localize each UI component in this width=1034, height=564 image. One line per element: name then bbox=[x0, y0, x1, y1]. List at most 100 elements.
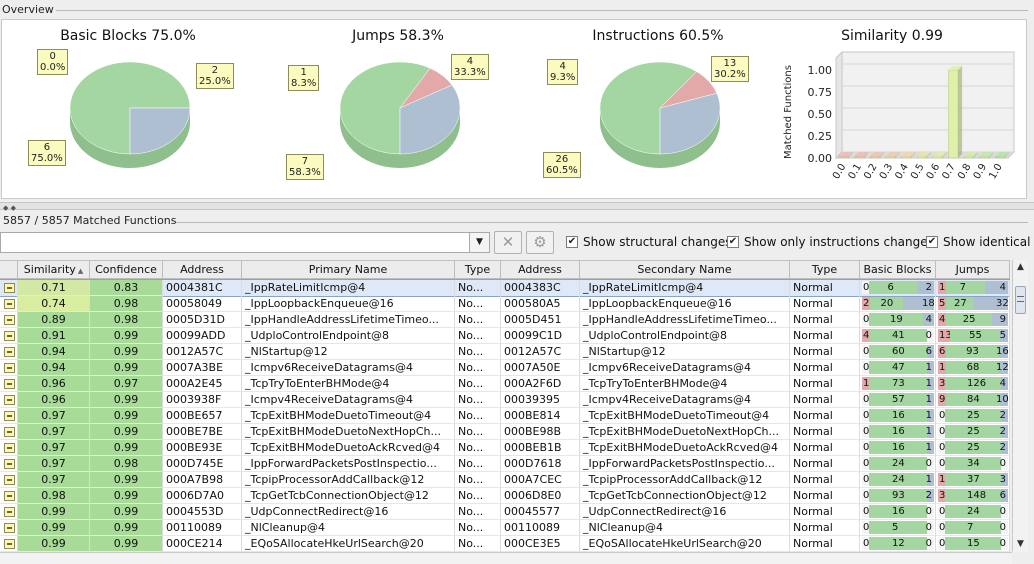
bar-count: 1 bbox=[925, 378, 932, 389]
column-header-similarity[interactable]: Similarity ▲ bbox=[18, 261, 90, 279]
table-row[interactable]: 0.97 0.99 000BE657 _TcpExitBHModeDuetoTimeo… bbox=[0, 408, 1010, 424]
scroll-thumb[interactable] bbox=[1015, 286, 1026, 314]
callout-percent: 58.3% bbox=[289, 167, 321, 178]
table-row[interactable]: 0.94 0.99 0012A57C _NlStartup@12 No... 0012A5… bbox=[0, 344, 1010, 360]
bar-count: 15 bbox=[967, 538, 980, 549]
column-header-secondary-name[interactable]: Secondary Name bbox=[580, 261, 790, 279]
callout-count: 6 bbox=[43, 142, 51, 153]
table-row[interactable]: 0.99 0.99 0004553D _UdpConnectRedirect@16 No… bbox=[0, 504, 1010, 520]
secondary-address-cell: 000A2F6D bbox=[501, 376, 580, 392]
table-row[interactable]: 0.74 0.98 00058049 _IppLoopbackEnqueue@16 No… bbox=[0, 296, 1010, 312]
x-tick-label: 1.0 bbox=[987, 162, 1004, 181]
similarity-cell: 0.97 bbox=[18, 440, 90, 456]
bar-count: 5 bbox=[892, 522, 899, 533]
table-row[interactable]: 0.98 0.99 0006D7A0 _TcpGetTcbConnectionObje… bbox=[0, 488, 1010, 504]
secondary-type-cell: Normal bbox=[790, 312, 860, 328]
column-header-primary-address[interactable]: Address bbox=[163, 261, 242, 279]
table-row[interactable]: 0.97 0.99 000BE7BE _TcpExitBHModeDuetoNextH… bbox=[0, 424, 1010, 440]
column-header-secondary-type[interactable]: Type bbox=[790, 261, 860, 279]
table-row[interactable]: 0.99 0.99 00110089 _NlCleanup@4 No... 0011008… bbox=[0, 520, 1010, 536]
bar-count: 9 bbox=[999, 314, 1006, 325]
table-row[interactable]: 0.97 0.99 000BE93E _TcpExitBHModeDuetoAckRc… bbox=[0, 440, 1010, 456]
show-instructions-changed-checkbox[interactable]: ✔ Show only instructions changed bbox=[727, 235, 935, 249]
function-match-icon bbox=[4, 523, 15, 533]
jumps-bar: 0 24 0 bbox=[936, 504, 1010, 520]
bar-segment-changed bbox=[938, 441, 945, 454]
primary-type-cell: No... bbox=[455, 392, 501, 408]
table-row[interactable]: 0.96 0.97 000A2E45 _TcpTryToEnterBHMode@4 No… bbox=[0, 376, 1010, 392]
primary-type-cell: No... bbox=[455, 456, 501, 472]
filter-settings-button[interactable]: ⚙ bbox=[526, 231, 554, 254]
bar-segment-matched bbox=[868, 521, 928, 534]
bar-segment-unmatched bbox=[927, 425, 934, 438]
scroll-down-arrow-icon[interactable]: ▼ bbox=[1017, 539, 1024, 549]
bar-count: 6 bbox=[939, 346, 946, 357]
bar-count: 9 bbox=[939, 394, 946, 405]
bar-count: 0 bbox=[863, 282, 870, 293]
similarity-cell: 0.96 bbox=[18, 392, 90, 408]
clear-filter-button[interactable]: ✕ bbox=[494, 231, 522, 254]
panel-splitter[interactable]: ◆ ◆ bbox=[0, 202, 1034, 212]
column-header-primary-name[interactable]: Primary Name bbox=[242, 261, 455, 279]
column-header-secondary-address[interactable]: Address bbox=[501, 261, 580, 279]
column-header-primary-type[interactable]: Type bbox=[455, 261, 501, 279]
table-row[interactable]: 0.96 0.99 0003938F _Icmpv4ReceiveDatagrams@… bbox=[0, 392, 1010, 408]
show-identical-checkbox[interactable]: ✔ Show identical bbox=[926, 235, 1030, 249]
scroll-up-arrow-icon[interactable]: ▲ bbox=[1017, 262, 1024, 272]
confidence-cell: 0.99 bbox=[90, 408, 163, 424]
pie-slice bbox=[339, 61, 431, 155]
checkbox-check-icon[interactable]: ✔ bbox=[727, 236, 739, 248]
vertical-scrollbar[interactable]: ▲ ▼ bbox=[1012, 260, 1028, 552]
secondary-address-cell: 000BEB1B bbox=[501, 440, 580, 456]
overview-divider bbox=[56, 10, 1028, 11]
bar-segment-matched bbox=[868, 489, 928, 502]
primary-name-cell: _UdpConnectRedirect@16 bbox=[242, 504, 455, 520]
primary-type-cell: No... bbox=[455, 360, 501, 376]
bar-count: 3 bbox=[939, 378, 946, 389]
table-row[interactable]: 0.71 0.83 0004381C _IppRateLimitIcmp@4 No...… bbox=[0, 279, 1010, 297]
primary-name-cell: _TcpExitBHModeDuetoTimeout@4 bbox=[242, 408, 455, 424]
y-tick-label: 0.00 bbox=[808, 152, 833, 165]
bar-segment-unmatched bbox=[926, 345, 934, 358]
row-indicator-cell bbox=[0, 392, 18, 408]
pie-slice-callout: 4 9.3% bbox=[547, 59, 579, 85]
column-header-icon[interactable] bbox=[0, 261, 18, 279]
filter-input[interactable] bbox=[0, 232, 470, 253]
secondary-address-cell: 00045577 bbox=[501, 504, 580, 520]
bar-count: 19 bbox=[889, 314, 903, 325]
bar-segment-unmatched bbox=[974, 297, 1008, 310]
secondary-type-cell: Normal bbox=[790, 472, 860, 488]
bar-count: 2 bbox=[999, 442, 1006, 453]
column-header-confidence[interactable]: Confidence bbox=[90, 261, 163, 279]
bar-segment-unmatched bbox=[998, 361, 1008, 374]
similarity-histogram: 0.00 0.25 0.50 0.75 1.00 Matched Functions 0.0… bbox=[783, 50, 1016, 181]
column-header-basic-blocks[interactable]: Basic Blocks bbox=[860, 261, 936, 279]
primary-address-cell: 000D745E bbox=[163, 456, 242, 472]
horizontal-scrollbar[interactable] bbox=[0, 552, 1012, 564]
secondary-address-cell: 00099C1D bbox=[501, 328, 580, 344]
splitter-grip-icon[interactable]: ◆ ◆ bbox=[3, 204, 16, 212]
bar-segment-changed bbox=[938, 521, 945, 534]
bar-count: 0 bbox=[925, 506, 932, 517]
table-row[interactable]: 0.91 0.99 00099ADD _UdploControlEndpoint@8 N… bbox=[0, 328, 1010, 344]
pie-slice bbox=[599, 61, 698, 155]
callout-count: 7 bbox=[301, 156, 309, 167]
y-axis-label: Matched Functions bbox=[783, 65, 794, 159]
checkbox-check-icon[interactable]: ✔ bbox=[926, 236, 938, 248]
bar-count: 25 bbox=[962, 314, 976, 325]
column-header-jumps[interactable]: Jumps bbox=[936, 261, 1010, 279]
dropdown-arrow-icon[interactable]: ▼ bbox=[470, 232, 490, 253]
primary-type-cell: No... bbox=[455, 488, 501, 504]
table-row[interactable]: 0.89 0.98 0005D31D _IppHandleAddressLifetim… bbox=[0, 312, 1010, 328]
table-row[interactable]: 0.97 0.99 000A7B98 _TcpipProcessorAddCallba… bbox=[0, 472, 1010, 488]
bar-segment-unmatched bbox=[927, 441, 934, 454]
checkbox-check-icon[interactable]: ✔ bbox=[566, 236, 578, 248]
bar-count: 0 bbox=[939, 458, 946, 469]
table-row[interactable]: 0.99 0.99 000CE214 _EQoSAllocateHkeUrlSearc… bbox=[0, 536, 1010, 552]
jumps-bar: 0 7 0 bbox=[936, 520, 1010, 536]
show-structural-changes-checkbox[interactable]: ✔ Show structural changes bbox=[566, 235, 731, 249]
column-header-label: Jumps bbox=[955, 263, 990, 276]
table-row[interactable]: 0.97 0.98 000D745E _IppForwardPacketsPostIn… bbox=[0, 456, 1010, 472]
histogram-bar-side bbox=[958, 66, 963, 158]
table-row[interactable]: 0.94 0.99 0007A3BE _Icmpv6ReceiveDatagrams@… bbox=[0, 360, 1010, 376]
